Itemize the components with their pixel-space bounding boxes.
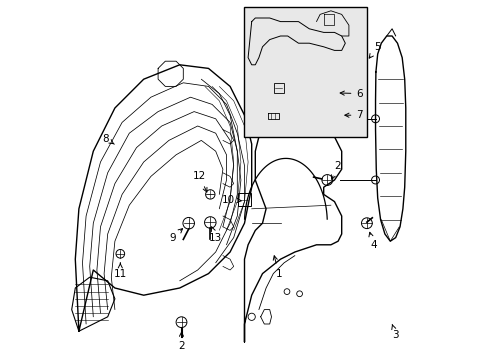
- Text: 8: 8: [102, 134, 114, 144]
- Bar: [244, 7, 366, 137]
- Text: 6: 6: [340, 89, 362, 99]
- Text: 2: 2: [331, 161, 340, 179]
- Text: 5: 5: [368, 42, 380, 58]
- Text: 2: 2: [178, 332, 184, 351]
- Text: 7: 7: [344, 110, 362, 120]
- Bar: [273, 83, 283, 93]
- Text: 3: 3: [391, 324, 398, 340]
- Text: 4: 4: [368, 232, 376, 250]
- Text: 12: 12: [192, 171, 206, 192]
- Text: 1: 1: [273, 256, 282, 279]
- Text: 10: 10: [221, 195, 241, 205]
- Bar: [238, 193, 250, 206]
- Text: 11: 11: [113, 263, 127, 279]
- Text: 13: 13: [209, 227, 222, 243]
- Text: 9: 9: [169, 229, 182, 243]
